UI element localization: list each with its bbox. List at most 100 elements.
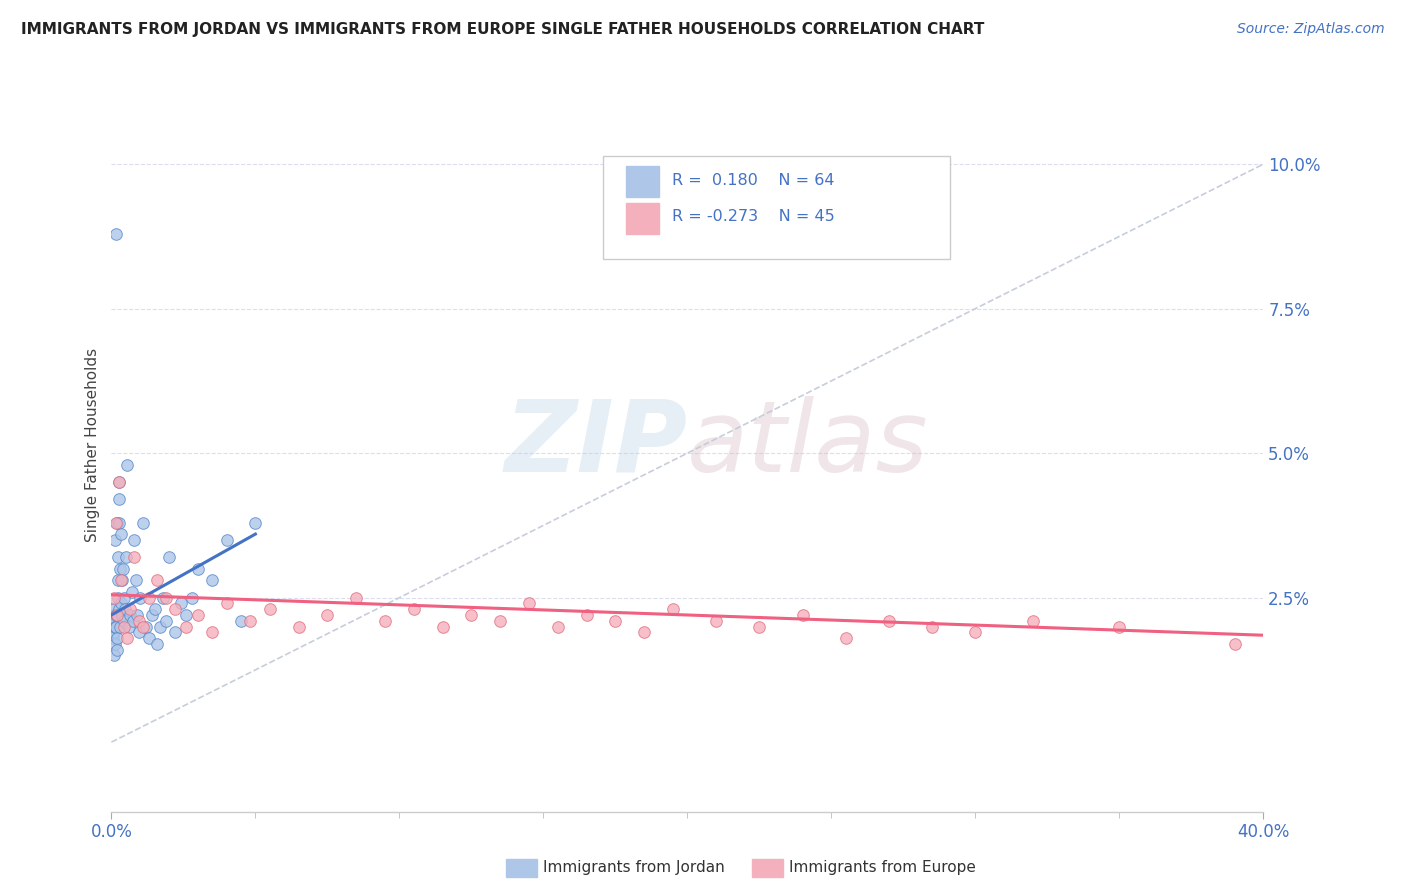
Point	[124, 533, 146, 547]
Point	[117, 631, 139, 645]
Text: Immigrants from Jordan: Immigrants from Jordan	[543, 861, 724, 875]
Point	[748, 619, 770, 633]
Point	[120, 602, 142, 616]
Text: R =  0.180    N = 64: R = 0.180 N = 64	[672, 173, 835, 187]
Point	[107, 550, 129, 565]
Point	[201, 625, 224, 640]
Point	[1108, 619, 1130, 633]
Point	[124, 550, 146, 565]
Point	[104, 227, 127, 241]
Point	[157, 550, 180, 565]
Point	[108, 619, 131, 633]
Point	[111, 607, 134, 622]
Point	[132, 619, 155, 633]
Point	[605, 614, 627, 628]
Text: ZIP: ZIP	[505, 396, 688, 493]
Point	[128, 625, 150, 640]
Point	[103, 591, 125, 605]
Text: IMMIGRANTS FROM JORDAN VS IMMIGRANTS FROM EUROPE SINGLE FATHER HOUSEHOLDS CORREL: IMMIGRANTS FROM JORDAN VS IMMIGRANTS FRO…	[21, 22, 984, 37]
Point	[135, 619, 157, 633]
Point	[215, 533, 238, 547]
Point	[104, 516, 127, 530]
Point	[121, 585, 143, 599]
Bar	[626, 203, 658, 234]
Point	[103, 602, 125, 616]
Text: atlas: atlas	[688, 396, 929, 493]
Point	[104, 619, 127, 633]
Point	[122, 614, 145, 628]
FancyBboxPatch shape	[603, 156, 950, 260]
Point	[245, 516, 267, 530]
Point	[105, 607, 128, 622]
Point	[316, 607, 339, 622]
Point	[108, 562, 131, 576]
Point	[460, 607, 482, 622]
Point	[111, 562, 134, 576]
Point	[965, 625, 987, 640]
Point	[108, 492, 131, 507]
Point	[187, 607, 209, 622]
Point	[110, 527, 132, 541]
Point	[633, 625, 655, 640]
Point	[1022, 614, 1045, 628]
Point	[146, 574, 169, 588]
Point	[921, 619, 943, 633]
Text: R = -0.273    N = 45: R = -0.273 N = 45	[672, 210, 835, 225]
Point	[662, 602, 685, 616]
Point	[110, 596, 132, 610]
Y-axis label: Single Father Households: Single Father Households	[86, 347, 100, 541]
Point	[163, 602, 186, 616]
Point	[201, 574, 224, 588]
Point	[114, 550, 136, 565]
Point	[575, 607, 598, 622]
Point	[105, 607, 128, 622]
Point	[344, 591, 367, 605]
Point	[835, 631, 858, 645]
Point	[704, 614, 727, 628]
Point	[155, 591, 177, 605]
Point	[104, 533, 127, 547]
Point	[128, 614, 150, 628]
Point	[174, 607, 197, 622]
Bar	[626, 166, 658, 197]
Point	[114, 602, 136, 616]
Point	[103, 648, 125, 663]
Point	[129, 591, 152, 605]
Point	[149, 619, 172, 633]
Point	[181, 591, 204, 605]
Point	[120, 607, 142, 622]
Text: Source: ZipAtlas.com: Source: ZipAtlas.com	[1237, 22, 1385, 37]
Point	[101, 619, 124, 633]
Point	[112, 591, 135, 605]
Point	[118, 619, 141, 633]
Point	[152, 591, 174, 605]
Point	[374, 614, 396, 628]
Point	[229, 614, 252, 628]
Point	[287, 619, 309, 633]
Point	[215, 596, 238, 610]
Point	[155, 614, 177, 628]
Point	[112, 619, 135, 633]
Point	[103, 607, 125, 622]
Point	[112, 614, 135, 628]
Point	[517, 596, 540, 610]
Point	[107, 602, 129, 616]
Point	[104, 637, 127, 651]
Point	[105, 516, 128, 530]
Point	[174, 619, 197, 633]
Point	[143, 602, 166, 616]
Point	[432, 619, 454, 633]
Point	[125, 574, 148, 588]
Point	[107, 642, 129, 657]
Point	[877, 614, 900, 628]
Point	[547, 619, 569, 633]
Point	[138, 631, 160, 645]
Point	[402, 602, 425, 616]
Point	[108, 475, 131, 489]
Point	[103, 614, 125, 628]
Text: Immigrants from Europe: Immigrants from Europe	[789, 861, 976, 875]
Point	[146, 637, 169, 651]
Point	[792, 607, 814, 622]
Point	[489, 614, 512, 628]
Point	[105, 607, 128, 622]
